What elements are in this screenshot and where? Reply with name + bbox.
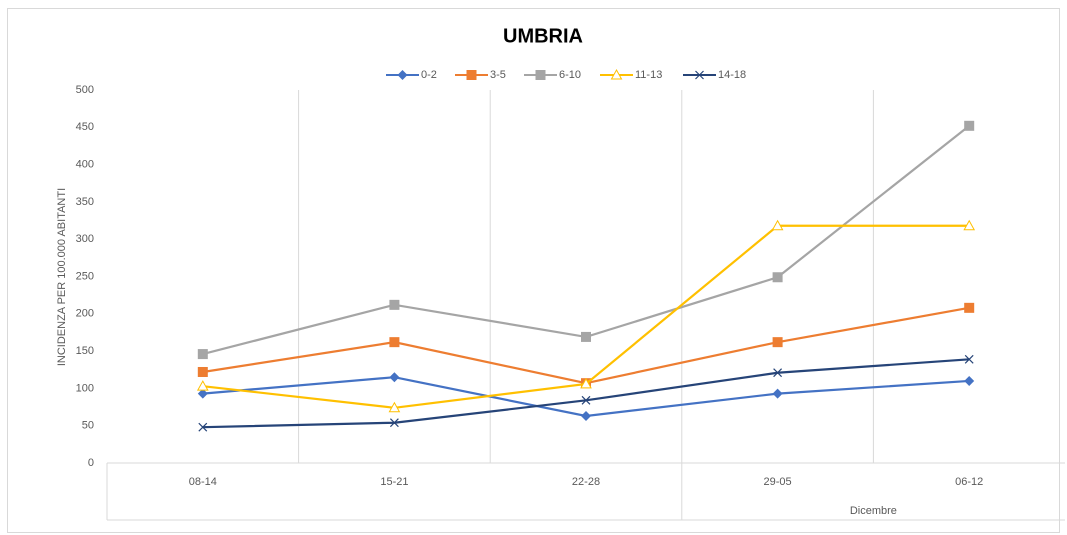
marker [535,70,546,80]
y-tick-label: 450 [76,121,94,133]
x-tick-label: 06-12 [955,476,983,488]
legend-label: 6-10 [559,69,581,81]
marker [610,68,623,80]
marker [389,337,400,348]
marker [964,120,975,131]
x-tick-label: 08-14 [189,476,217,488]
marker [581,395,591,405]
x-group-label: Dicembre [850,505,897,517]
marker [772,388,783,399]
marker [389,372,400,383]
chart-title: UMBRIA [503,25,583,47]
marker [581,411,591,422]
y-tick-label: 250 [76,270,94,282]
marker [964,302,975,313]
y-tick-label: 500 [76,84,94,96]
marker [964,375,975,386]
legend-label: 11-13 [635,69,662,81]
marker [964,354,974,364]
x-tick-label: 29-05 [764,476,792,488]
y-tick-label: 200 [76,308,94,320]
marker [388,401,401,413]
y-tick-label: 350 [76,196,94,208]
legend-item: 3-5 [455,69,506,81]
y-tick-label: 400 [76,159,94,171]
marker [580,377,592,389]
marker [695,70,704,80]
x-tick-label: 22-28 [572,476,600,488]
legend-label: 3-5 [490,69,506,81]
marker [197,388,208,399]
marker [772,272,783,283]
y-tick-label: 100 [76,382,94,394]
marker [772,337,783,348]
marker [196,380,209,391]
marker [389,418,399,428]
y-axis-label: INCIDENZA PER 100.000 ABITANTI [56,188,68,366]
marker [389,299,400,310]
legend-item: 6-10 [524,69,581,81]
marker [581,331,591,342]
legend-item: 14-18 [683,69,746,81]
marker [198,422,208,432]
marker [197,349,208,360]
legend-label: 0-2 [421,69,437,81]
y-tick-label: 300 [76,233,94,245]
y-tick-label: 0 [88,457,94,469]
y-tick-label: 50 [82,420,94,432]
legend-label: 14-18 [718,69,746,81]
marker [397,70,408,80]
legend-item: 11-13 [600,69,662,81]
y-tick-label: 150 [76,345,94,357]
x-tick-label: 15-21 [380,476,408,488]
marker [773,368,783,378]
chart-frame [7,8,1060,533]
marker [963,219,976,231]
marker [466,70,477,80]
legend-item: 0-2 [386,69,437,81]
marker [197,366,208,377]
marker [771,219,784,231]
